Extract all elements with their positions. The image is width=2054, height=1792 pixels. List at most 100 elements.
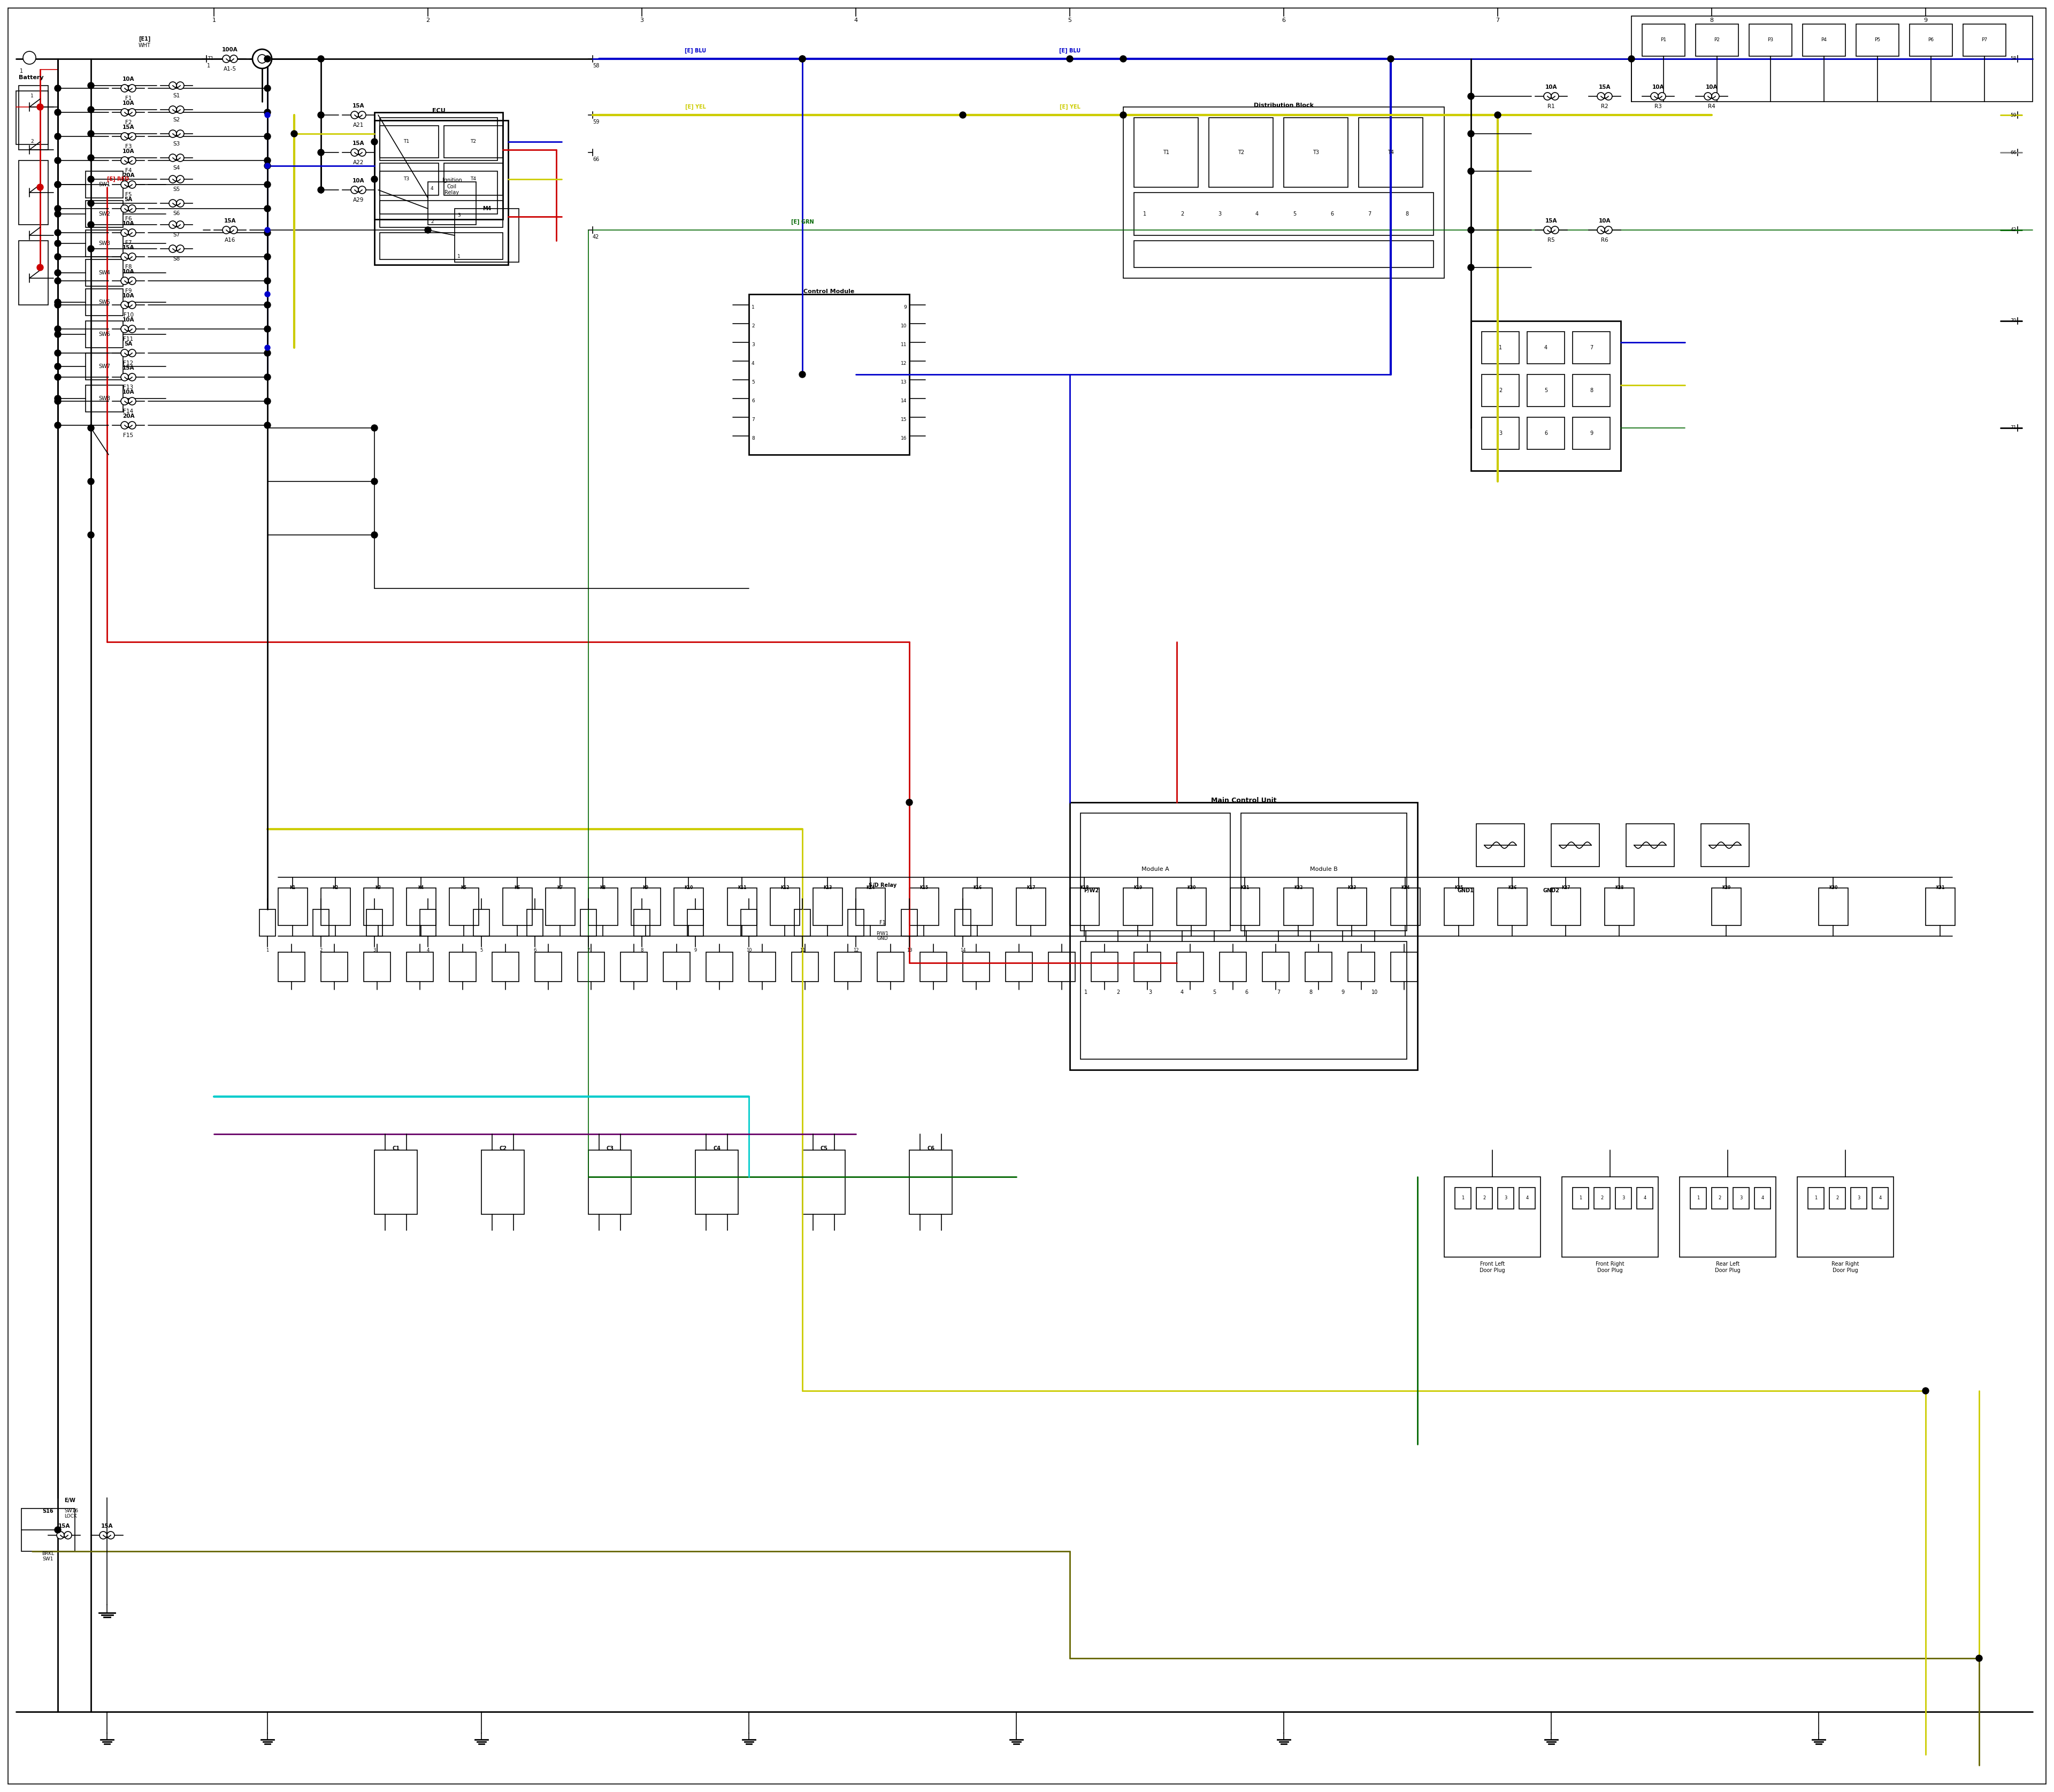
Circle shape bbox=[265, 349, 271, 357]
Bar bbox=[1851, 1188, 1867, 1210]
Bar bbox=[546, 889, 575, 925]
Text: R4: R4 bbox=[1709, 104, 1715, 109]
Circle shape bbox=[177, 131, 185, 138]
Bar bbox=[1177, 952, 1204, 982]
Circle shape bbox=[1389, 56, 1395, 63]
Bar bbox=[1573, 1188, 1588, 1210]
Text: 14: 14 bbox=[900, 398, 906, 403]
Text: T2: T2 bbox=[470, 140, 477, 143]
Text: 10: 10 bbox=[746, 948, 752, 953]
Circle shape bbox=[265, 134, 271, 140]
Text: 12: 12 bbox=[852, 948, 859, 953]
Text: 70: 70 bbox=[2011, 319, 2017, 323]
Circle shape bbox=[177, 154, 185, 161]
Text: 7: 7 bbox=[1278, 989, 1280, 995]
Circle shape bbox=[127, 373, 136, 382]
Bar bbox=[380, 163, 440, 195]
Bar bbox=[1391, 889, 1419, 925]
Bar bbox=[1927, 889, 1955, 925]
Text: Rear Right
Door Plug: Rear Right Door Plug bbox=[1832, 1262, 1859, 1272]
Circle shape bbox=[55, 301, 62, 308]
Circle shape bbox=[58, 1532, 64, 1539]
Bar bbox=[750, 294, 910, 455]
Text: S5: S5 bbox=[173, 186, 181, 192]
Text: [E] BLU: [E] BLU bbox=[684, 48, 707, 54]
Text: 10A: 10A bbox=[1598, 219, 1610, 224]
Text: SW4: SW4 bbox=[99, 271, 111, 276]
Circle shape bbox=[121, 181, 127, 188]
Circle shape bbox=[318, 56, 325, 63]
Bar bbox=[741, 909, 756, 935]
Bar bbox=[380, 125, 440, 158]
Bar bbox=[1594, 1188, 1610, 1210]
Text: 5: 5 bbox=[1292, 211, 1296, 217]
Text: 16: 16 bbox=[900, 435, 906, 441]
Circle shape bbox=[372, 176, 378, 183]
Text: 3: 3 bbox=[458, 213, 460, 217]
Text: F7: F7 bbox=[125, 240, 131, 246]
Bar bbox=[380, 233, 503, 260]
Bar bbox=[1520, 1188, 1534, 1210]
Circle shape bbox=[121, 324, 127, 333]
Circle shape bbox=[127, 349, 136, 357]
Text: R1: R1 bbox=[1547, 104, 1555, 109]
Text: 11: 11 bbox=[900, 342, 906, 348]
Text: 1: 1 bbox=[207, 63, 210, 68]
Circle shape bbox=[292, 131, 298, 136]
Circle shape bbox=[265, 253, 271, 260]
Circle shape bbox=[55, 253, 62, 260]
Circle shape bbox=[265, 206, 271, 211]
Circle shape bbox=[1923, 1387, 1929, 1394]
Bar bbox=[1797, 1177, 1894, 1256]
Text: 2: 2 bbox=[431, 219, 433, 224]
Text: S7: S7 bbox=[173, 233, 181, 238]
Bar bbox=[1497, 1188, 1514, 1210]
Circle shape bbox=[1495, 111, 1501, 118]
Circle shape bbox=[168, 154, 177, 161]
Bar bbox=[1526, 418, 1565, 450]
Text: SW1: SW1 bbox=[99, 181, 111, 186]
Bar bbox=[444, 163, 503, 195]
Circle shape bbox=[127, 324, 136, 333]
Text: A16: A16 bbox=[224, 238, 236, 244]
Text: C4: C4 bbox=[713, 1145, 721, 1150]
Bar bbox=[848, 909, 865, 935]
Text: K15: K15 bbox=[920, 885, 928, 891]
Text: Front Left
Door Plug: Front Left Door Plug bbox=[1479, 1262, 1506, 1272]
Circle shape bbox=[168, 246, 177, 253]
Circle shape bbox=[127, 181, 136, 188]
Circle shape bbox=[168, 82, 177, 90]
Circle shape bbox=[425, 228, 431, 233]
Text: K5: K5 bbox=[460, 885, 466, 891]
Bar bbox=[1358, 118, 1423, 186]
Circle shape bbox=[55, 181, 62, 188]
Circle shape bbox=[37, 104, 43, 109]
Circle shape bbox=[55, 398, 62, 405]
Circle shape bbox=[37, 185, 43, 190]
Text: K22: K22 bbox=[1294, 885, 1302, 891]
Bar bbox=[963, 952, 990, 982]
Text: 4: 4 bbox=[1526, 1195, 1528, 1201]
Circle shape bbox=[799, 56, 805, 63]
Text: R2: R2 bbox=[1600, 104, 1608, 109]
Text: 9: 9 bbox=[904, 305, 906, 310]
Circle shape bbox=[121, 253, 127, 260]
Circle shape bbox=[1604, 93, 1612, 100]
Text: ECU: ECU bbox=[431, 108, 446, 113]
Circle shape bbox=[318, 111, 325, 118]
Text: K4: K4 bbox=[417, 885, 423, 891]
Bar bbox=[1080, 814, 1230, 930]
Bar bbox=[1284, 118, 1347, 186]
Bar bbox=[1803, 23, 1844, 56]
Text: 7: 7 bbox=[1590, 346, 1594, 351]
Text: 6: 6 bbox=[534, 948, 536, 953]
Text: 1: 1 bbox=[1580, 1195, 1582, 1201]
Text: 7: 7 bbox=[1495, 18, 1499, 23]
Text: 10A: 10A bbox=[123, 220, 134, 226]
Text: K7: K7 bbox=[557, 885, 563, 891]
Text: K20: K20 bbox=[1187, 885, 1195, 891]
Bar bbox=[277, 952, 304, 982]
Circle shape bbox=[127, 253, 136, 260]
Text: SW5: SW5 bbox=[99, 299, 111, 305]
Text: E/W: E/W bbox=[64, 1498, 76, 1503]
